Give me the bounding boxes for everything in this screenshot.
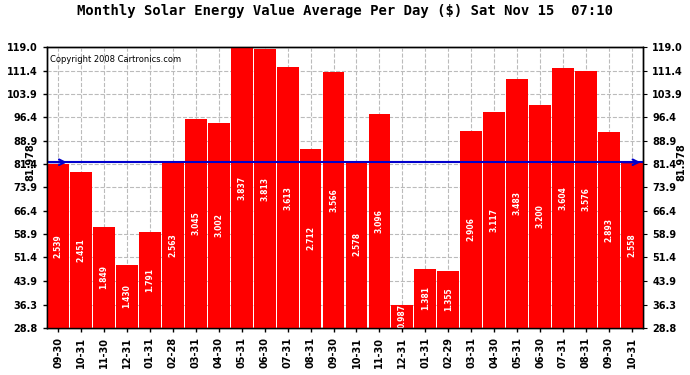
Text: 3.483: 3.483	[513, 192, 522, 216]
Bar	[323, 72, 344, 328]
Text: 2.578: 2.578	[352, 232, 361, 256]
Text: 1.430: 1.430	[123, 284, 132, 308]
Text: 3.566: 3.566	[329, 188, 338, 211]
Bar	[621, 163, 642, 328]
Bar	[208, 123, 230, 328]
Bar	[506, 79, 528, 328]
Text: 2.893: 2.893	[604, 218, 613, 242]
Text: 3.837: 3.837	[237, 176, 246, 200]
Bar	[231, 47, 253, 328]
Bar	[483, 112, 505, 328]
Text: 2.906: 2.906	[466, 217, 475, 242]
Text: 2.539: 2.539	[54, 234, 63, 258]
Text: 3.613: 3.613	[283, 186, 292, 210]
Bar	[529, 105, 551, 328]
Text: 1.381: 1.381	[421, 286, 430, 310]
Bar	[598, 132, 620, 328]
Text: 81.978: 81.978	[676, 143, 686, 181]
Text: 1.355: 1.355	[444, 288, 453, 312]
Bar	[116, 265, 138, 328]
Text: 2.451: 2.451	[77, 238, 86, 262]
Text: 0.987: 0.987	[398, 304, 407, 328]
Bar	[460, 131, 482, 328]
Bar	[299, 149, 322, 328]
Text: 3.813: 3.813	[260, 177, 269, 201]
Bar	[415, 269, 436, 328]
Bar	[277, 67, 299, 328]
Bar	[93, 227, 115, 328]
Bar	[437, 272, 459, 328]
Text: 3.604: 3.604	[558, 186, 567, 210]
Text: 2.712: 2.712	[306, 226, 315, 251]
Bar	[70, 172, 92, 328]
Bar	[391, 305, 413, 328]
Bar	[185, 118, 207, 328]
Bar	[368, 114, 391, 328]
Bar	[48, 164, 69, 328]
Text: 3.045: 3.045	[191, 211, 200, 235]
Bar	[162, 162, 184, 328]
Text: 2.563: 2.563	[168, 233, 177, 257]
Text: 1.849: 1.849	[99, 266, 108, 290]
Text: 3.200: 3.200	[535, 204, 544, 228]
Text: 81.978: 81.978	[26, 143, 36, 181]
Text: Copyright 2008 Cartronics.com: Copyright 2008 Cartronics.com	[50, 56, 181, 64]
Text: 3.096: 3.096	[375, 209, 384, 233]
Bar	[139, 232, 161, 328]
Bar	[346, 161, 367, 328]
Text: 2.558: 2.558	[627, 233, 636, 257]
Bar	[552, 68, 574, 328]
Text: 3.576: 3.576	[582, 188, 591, 211]
Text: 1.791: 1.791	[146, 268, 155, 292]
Bar	[575, 70, 597, 328]
Text: 3.002: 3.002	[215, 213, 224, 237]
Bar	[254, 49, 275, 328]
Text: Monthly Solar Energy Value Average Per Day ($) Sat Nov 15  07:10: Monthly Solar Energy Value Average Per D…	[77, 4, 613, 18]
Text: 3.117: 3.117	[490, 208, 499, 232]
